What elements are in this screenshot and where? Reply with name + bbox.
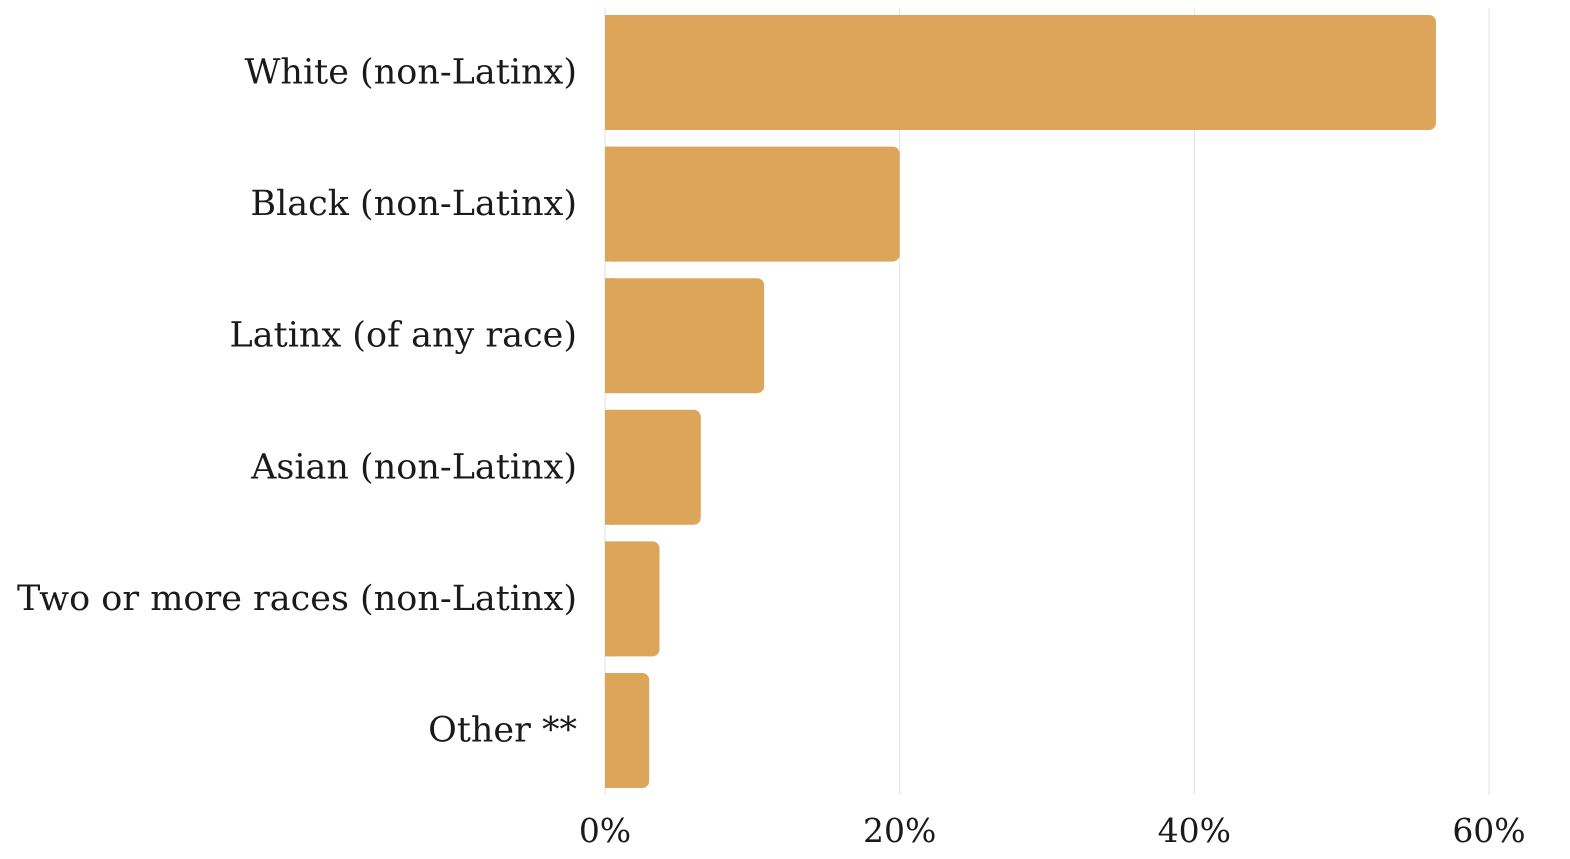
category-labels: White (non-Latinx) Black (non-Latinx) Lati…	[17, 53, 577, 751]
bar-0-edge	[605, 15, 615, 130]
category-label-3: Asian (non-Latinx)	[250, 447, 577, 487]
category-label-0: White (non-Latinx)	[244, 53, 577, 93]
x-tick-label-2: 40%	[1158, 811, 1231, 850]
bar-5-edge	[605, 673, 615, 788]
category-label-5: Other **	[428, 711, 577, 751]
bar-2-edge	[605, 278, 615, 394]
category-label-2: Latinx (of any race)	[230, 316, 577, 356]
bar-0	[605, 15, 1436, 130]
bar-4-edge	[605, 541, 615, 657]
x-tick-label-3: 60%	[1452, 811, 1525, 850]
bar-1	[605, 146, 900, 262]
bar-3	[605, 409, 701, 525]
gridlines	[604, 8, 1490, 795]
category-label-4: Two or more races (non-Latinx)	[17, 579, 577, 619]
x-tick-label-0: 0%	[579, 811, 631, 850]
bar-3-edge	[605, 409, 615, 525]
category-label-1: Black (non-Latinx)	[250, 184, 577, 224]
bar-1-edge	[605, 146, 615, 262]
bar-4	[605, 541, 660, 657]
x-tick-label-1: 20%	[863, 811, 936, 850]
bars	[605, 15, 1436, 788]
x-axis-tick-labels: 0% 20% 40% 60%	[579, 811, 1526, 850]
bar-5	[605, 673, 650, 788]
bar-2	[605, 278, 765, 394]
